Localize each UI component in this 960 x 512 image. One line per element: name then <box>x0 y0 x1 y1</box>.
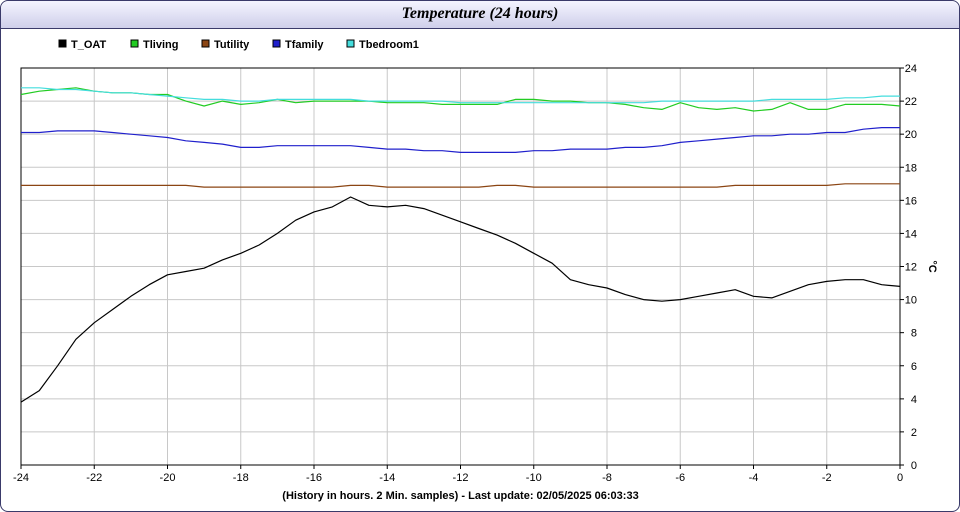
y-tick-label: 20 <box>905 129 917 141</box>
series-line-tutility <box>21 183 900 188</box>
y-tick-label: 14 <box>905 228 917 240</box>
x-tick-label: -2 <box>822 472 832 484</box>
y-tick-label: 10 <box>905 295 917 307</box>
y-axis-label: °C <box>926 260 938 272</box>
legend-swatch <box>58 39 67 48</box>
x-tick-label: -10 <box>526 472 542 484</box>
x-axis-label: (History in hours. 2 Min. samples) - Las… <box>282 490 638 502</box>
series-line-tfamily <box>21 126 900 153</box>
legend-swatch <box>201 39 210 48</box>
x-tick-label: -24 <box>13 472 29 484</box>
series-line-tbedroom1 <box>21 87 900 104</box>
y-tick-label: 4 <box>911 394 917 406</box>
y-tick-label: 8 <box>911 328 917 340</box>
legend-label: Tutility <box>214 39 250 51</box>
legend-swatch <box>346 39 355 48</box>
y-tick-label: 6 <box>911 361 917 373</box>
legend-swatch <box>130 39 139 48</box>
y-tick-label: 12 <box>905 262 917 274</box>
x-tick-label: -18 <box>233 472 249 484</box>
legend-swatch <box>272 39 281 48</box>
x-tick-label: -6 <box>675 472 685 484</box>
title-bar: Temperature (24 hours) <box>1 1 959 29</box>
x-tick-label: -14 <box>379 472 395 484</box>
x-tick-label: -8 <box>602 472 612 484</box>
series-line-t_oat <box>20 196 901 403</box>
legend-label: Tfamily <box>285 39 324 51</box>
legend-label: Tbedroom1 <box>359 39 419 51</box>
x-tick-label: -4 <box>749 472 759 484</box>
x-tick-label: -12 <box>453 472 469 484</box>
x-tick-label: -22 <box>86 472 102 484</box>
y-tick-label: 2 <box>911 427 917 439</box>
legend-label: T_OAT <box>71 39 107 51</box>
y-tick-label: 24 <box>905 63 917 75</box>
y-tick-label: 18 <box>905 162 917 174</box>
x-tick-label: -20 <box>160 472 176 484</box>
y-tick-label: 16 <box>905 195 917 207</box>
x-tick-label: -16 <box>306 472 322 484</box>
chart-title: Temperature (24 hours) <box>401 5 559 22</box>
y-tick-label: 0 <box>911 460 917 472</box>
x-tick-label: 0 <box>897 472 903 484</box>
series-line-tliving <box>20 87 901 112</box>
y-tick-label: 22 <box>905 96 917 108</box>
legend-label: Tliving <box>143 39 178 51</box>
